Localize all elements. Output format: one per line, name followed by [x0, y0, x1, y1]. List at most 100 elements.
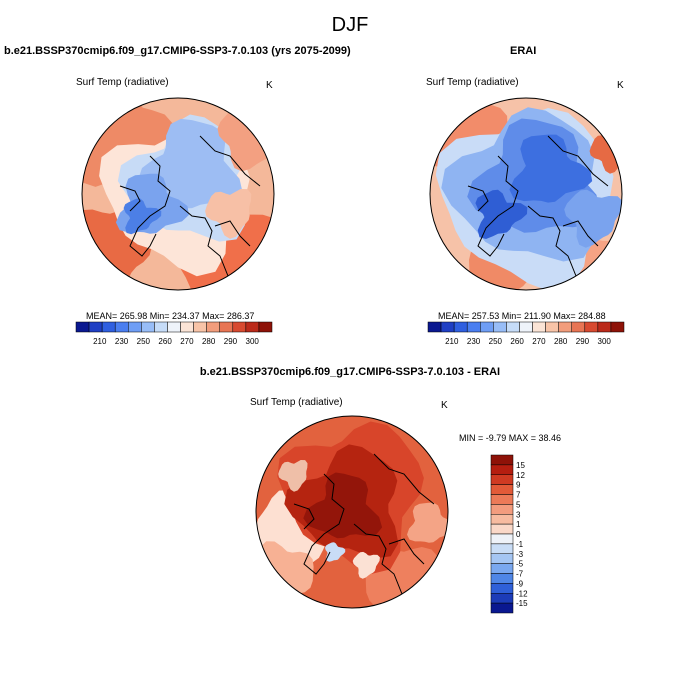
colorbar-box-0 — [427, 321, 442, 333]
colorbar-tick-label: 250 — [137, 337, 151, 346]
colorbar-tick-label: 15 — [516, 461, 525, 470]
colorbar-box-12 — [490, 573, 514, 584]
colorbar-tick-label: -1 — [516, 540, 524, 549]
field-region-7 — [325, 542, 346, 562]
colorbar-box-2 — [490, 474, 514, 485]
variable-label-obs: Surf Temp (radiative) — [426, 77, 519, 88]
map-field — [430, 98, 622, 290]
stats-model: MEAN= 265.98 Min= 234.37 Max= 286.37 — [86, 311, 255, 321]
panel-title-obs: ERAI — [510, 45, 537, 57]
colorbar-box-11 — [490, 563, 514, 574]
map-field — [82, 98, 274, 290]
colorbar-tick-label: 3 — [516, 510, 521, 519]
colorbar-tick-label: 1 — [516, 520, 521, 529]
colorbar-box-0 — [75, 321, 90, 333]
polar-map-model — [81, 97, 275, 291]
coastline-3 — [467, 185, 489, 212]
colorbar-box-4 — [490, 494, 514, 505]
coastline-2 — [547, 135, 609, 187]
map-border — [255, 415, 449, 609]
colorbar-tick-label: 290 — [224, 337, 238, 346]
stats-obs: MEAN= 257.53 Min= 211.90 Max= 284.88 — [438, 311, 606, 321]
coastline-4 — [562, 220, 599, 247]
colorbar-tick-label: 300 — [598, 337, 612, 346]
colorbar-box-5 — [493, 321, 507, 333]
colorbar-box-12 — [232, 321, 247, 333]
colorbar-tick-label: 7 — [516, 491, 521, 500]
colorbar-box-14 — [610, 321, 625, 333]
coastline-1 — [527, 205, 579, 282]
colorbar-box-8 — [490, 533, 514, 545]
colorbar-box-8 — [532, 321, 546, 333]
colorbar-box-15 — [490, 602, 514, 614]
colorbar-box-3 — [490, 484, 514, 495]
colorbar-box-6 — [506, 321, 520, 333]
colorbar-box-10 — [206, 321, 220, 333]
coastline-4 — [388, 538, 425, 565]
colorbar-tick-label: -15 — [516, 599, 528, 608]
coastline-3 — [119, 185, 141, 212]
colorbar-tick-label: 9 — [516, 481, 521, 490]
colorbar-box-14 — [258, 321, 273, 333]
colorbar-tick-label: 250 — [489, 337, 503, 346]
polar-map-diff — [255, 415, 449, 609]
colorbar-tick-label: 210 — [445, 337, 459, 346]
panel-title-model: b.e21.BSSP370cmip6.f09_g17.CMIP6-SSP3-7.… — [4, 45, 351, 57]
colorbar-tick-label: 300 — [246, 337, 260, 346]
colorbar-tick-label: 5 — [516, 500, 521, 509]
units-label-diff: K — [441, 400, 448, 411]
colorbar-box-4 — [128, 321, 142, 333]
colorbar-tick-label: 230 — [115, 337, 129, 346]
colorbar-box-7 — [490, 523, 514, 535]
variable-label-model: Surf Temp (radiative) — [76, 77, 169, 88]
colorbar-box-7 — [519, 321, 533, 333]
colorbar-box-3 — [466, 321, 481, 333]
colorbar-box-1 — [88, 321, 103, 333]
colorbar-box-2 — [453, 321, 468, 333]
colorbar-box-4 — [480, 321, 494, 333]
colorbar-box-13 — [490, 583, 514, 594]
coastline-2 — [373, 453, 435, 505]
coastline-1 — [353, 523, 405, 600]
map-border — [81, 97, 275, 291]
field-region-8 — [352, 551, 380, 579]
colorbar-box-0 — [490, 454, 514, 466]
colorbar-box-1 — [440, 321, 455, 333]
colorbar-tick-label: -9 — [516, 579, 524, 588]
colorbar-box-5 — [141, 321, 155, 333]
colorbar-box-11 — [571, 321, 586, 333]
map-field — [256, 416, 448, 608]
colorbar-box-9 — [490, 543, 514, 554]
colorbar-box-6 — [154, 321, 168, 333]
colorbar-tick-label: 270 — [180, 337, 194, 346]
coastline-0 — [129, 155, 171, 257]
colorbar-box-5 — [490, 504, 514, 515]
colorbar-box-14 — [490, 593, 514, 604]
colorbar-box-9 — [545, 321, 559, 333]
colorbar-box-6 — [490, 514, 514, 525]
colorbar-box-3 — [114, 321, 129, 333]
colorbar-box-11 — [219, 321, 234, 333]
colorbar-tick-label: 290 — [576, 337, 590, 346]
colorbar-box-8 — [180, 321, 194, 333]
colorbar-tick-label: 230 — [467, 337, 481, 346]
colorbar-tick-label: 260 — [510, 337, 524, 346]
units-label-obs: K — [617, 80, 624, 91]
map-border — [429, 97, 623, 291]
colorbar-tick-label: 260 — [158, 337, 172, 346]
stats-diff: MIN = -9.79 MAX = 38.46 — [459, 433, 562, 443]
panel-title-diff: b.e21.BSSP370cmip6.f09_g17.CMIP6-SSP3-7.… — [199, 366, 501, 378]
colorbar-box-13 — [597, 321, 612, 333]
field-region-9 — [278, 460, 308, 492]
colorbar-box-12 — [584, 321, 599, 333]
colorbar-tick-label: 12 — [516, 471, 525, 480]
polar-map-obs — [429, 97, 623, 291]
units-label-model: K — [266, 80, 273, 91]
colorbar-box-1 — [490, 464, 514, 475]
colorbar-tick-label: -3 — [516, 550, 524, 559]
colorbar-tick-label: 280 — [202, 337, 216, 346]
coastline-1 — [179, 205, 231, 282]
coastline-3 — [293, 503, 315, 530]
colorbar-box-10 — [490, 553, 514, 564]
